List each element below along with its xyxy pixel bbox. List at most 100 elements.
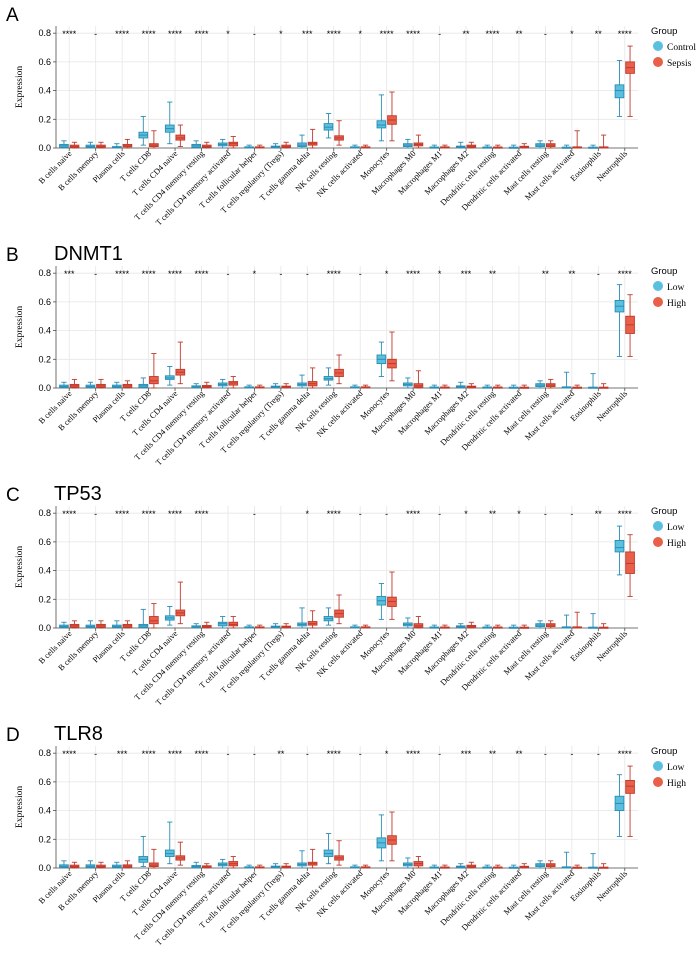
significance-label: ** bbox=[542, 269, 550, 279]
box-low bbox=[614, 284, 625, 357]
significance-label: **** bbox=[618, 29, 633, 39]
plot-area bbox=[56, 26, 638, 148]
box-high bbox=[69, 378, 80, 389]
panel-label: B bbox=[6, 245, 19, 266]
significance-label: * bbox=[464, 509, 468, 519]
box-control bbox=[535, 140, 545, 149]
plot-area bbox=[56, 506, 638, 628]
box-high bbox=[598, 863, 609, 869]
box-low bbox=[535, 620, 545, 629]
box-high bbox=[598, 623, 609, 629]
box-low bbox=[508, 384, 519, 389]
significance-label: **** bbox=[115, 269, 130, 279]
box-high bbox=[440, 864, 450, 869]
box-high bbox=[149, 603, 159, 629]
legend-label-high: High bbox=[667, 779, 686, 789]
y-tick-label: 0.4 bbox=[38, 806, 51, 816]
significance-label: - bbox=[597, 269, 600, 279]
box-sepsis bbox=[149, 130, 159, 149]
box-low bbox=[455, 381, 466, 389]
significance-label: - bbox=[253, 509, 256, 519]
box-control bbox=[350, 144, 360, 149]
box-high bbox=[572, 611, 582, 629]
box-high bbox=[175, 341, 186, 385]
box-sepsis bbox=[228, 136, 239, 149]
box-low bbox=[112, 861, 122, 869]
panel-label: D bbox=[6, 725, 20, 746]
box-low bbox=[85, 381, 96, 389]
significance-label: - bbox=[570, 509, 573, 519]
box-high bbox=[360, 864, 371, 869]
legend-swatch-high bbox=[653, 777, 663, 787]
significance-label: *** bbox=[461, 269, 472, 279]
box-low bbox=[244, 624, 254, 629]
significance-label: **** bbox=[485, 29, 500, 39]
gene-title: TLR8 bbox=[54, 723, 103, 745]
box-sepsis bbox=[413, 134, 424, 149]
significance-label: * bbox=[279, 29, 283, 39]
legend-title: Group bbox=[651, 746, 677, 757]
box-low bbox=[270, 623, 281, 629]
box-sepsis bbox=[440, 144, 450, 149]
box-high bbox=[519, 384, 530, 389]
significance-label: - bbox=[438, 29, 441, 39]
box-low bbox=[535, 860, 545, 869]
box-high bbox=[96, 861, 106, 869]
significance-label: * bbox=[438, 269, 442, 279]
box-low bbox=[323, 367, 334, 386]
box-low bbox=[323, 607, 334, 626]
legend-label-low: Low bbox=[667, 283, 685, 293]
significance-label: *** bbox=[461, 749, 472, 759]
box-low bbox=[138, 377, 149, 389]
box-high bbox=[201, 381, 212, 389]
significance-label: **** bbox=[142, 749, 157, 759]
significance-label: - bbox=[94, 749, 97, 759]
significance-label: ** bbox=[489, 509, 497, 519]
box-high bbox=[281, 383, 291, 389]
y-tick-label: 0.6 bbox=[38, 777, 51, 787]
box-low bbox=[191, 861, 202, 869]
box-body bbox=[614, 84, 625, 99]
y-tick-label: 0.2 bbox=[38, 354, 51, 364]
box-low bbox=[614, 774, 625, 837]
box-low bbox=[350, 384, 360, 389]
box-low bbox=[217, 858, 228, 869]
significance-label: * bbox=[306, 509, 310, 519]
legend-label-low: Low bbox=[667, 763, 685, 773]
legend-title: Group bbox=[651, 266, 677, 277]
box-sepsis bbox=[281, 141, 291, 149]
y-tick-label: 0.0 bbox=[38, 383, 51, 393]
box-high bbox=[360, 384, 371, 389]
significance-label: - bbox=[94, 269, 97, 279]
box-high bbox=[96, 378, 106, 389]
box-high bbox=[625, 534, 635, 597]
box-low bbox=[244, 864, 254, 869]
box-low bbox=[376, 583, 387, 620]
y-axis-label: Expression bbox=[15, 306, 25, 348]
box-low bbox=[297, 374, 307, 389]
significance-label: ** bbox=[515, 749, 523, 759]
significance-label: **** bbox=[618, 749, 633, 759]
box-high bbox=[281, 623, 291, 629]
significance-label: **** bbox=[327, 29, 342, 39]
box-high bbox=[149, 353, 159, 389]
box-high bbox=[545, 860, 556, 869]
significance-label: - bbox=[359, 749, 362, 759]
y-tick-label: 0.4 bbox=[38, 86, 51, 96]
y-tick-label: 0.6 bbox=[38, 537, 51, 547]
box-sepsis bbox=[122, 138, 133, 149]
box-high bbox=[492, 384, 503, 389]
significance-label: - bbox=[544, 749, 547, 759]
box-low bbox=[376, 341, 387, 377]
box-low bbox=[138, 608, 149, 629]
legend-swatch-low bbox=[653, 761, 663, 771]
box-control bbox=[297, 134, 307, 149]
box-high bbox=[175, 841, 186, 866]
box-control bbox=[588, 144, 598, 149]
box-high bbox=[466, 621, 477, 629]
box-body bbox=[625, 779, 635, 794]
box-sepsis bbox=[572, 130, 582, 149]
box-low bbox=[455, 863, 466, 869]
box-high bbox=[228, 376, 239, 389]
